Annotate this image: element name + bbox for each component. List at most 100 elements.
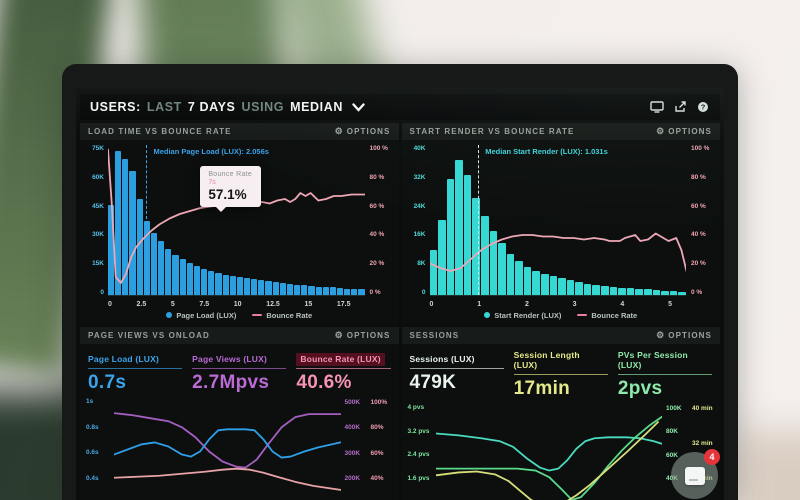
x-axis: 0 2.5 5 7.5 10 12.5 15 17.5	[108, 297, 365, 308]
y-axis-right: 100 % 80 % 60 % 40 % 20 % 0 %	[365, 145, 395, 296]
median-annotation: Median Start Render (LUX): 1.031s	[485, 147, 608, 156]
y-axis-right-pageviews: 500K 400K 300K 200K	[341, 399, 367, 500]
tick-label: 0	[421, 288, 426, 296]
bar	[258, 280, 265, 295]
bar	[609, 286, 618, 295]
bar	[172, 255, 179, 295]
bar	[243, 278, 251, 295]
tick-label: 80 %	[369, 173, 385, 181]
plot-area[interactable]: Median Page Load (LUX): 2.056s Bounce Ra…	[108, 145, 365, 296]
options-button[interactable]: ⚙ OPTIONS	[334, 330, 391, 341]
metric-row: Sessions (LUX) 479K Session Length (LUX)…	[402, 344, 721, 403]
chevron-down-icon	[352, 102, 365, 112]
tick-label: 8K	[417, 260, 426, 268]
options-button[interactable]: ⚙ OPTIONS	[656, 330, 712, 341]
trend-lines	[114, 399, 341, 500]
bar	[208, 271, 215, 295]
metric-row: Page Load (LUX) 0.7s Page Views (LUX) 2.…	[80, 344, 399, 397]
y-axis-right-bounce: 100% 80% 60% 40%	[367, 399, 393, 500]
bar	[251, 279, 258, 295]
legend-bounce-rate[interactable]: Bounce Rate	[577, 311, 637, 320]
bar	[515, 261, 523, 295]
timeframe-dropdown[interactable]: USERS: LAST 7 DAYS USING MEDIAN	[90, 100, 365, 114]
median-marker: Median Start Render (LUX): 1.031s	[478, 145, 608, 295]
bar	[661, 290, 669, 295]
panel-header: START RENDER VS BOUNCE RATE ⚙ OPTIONS	[401, 123, 720, 140]
bar	[265, 281, 272, 295]
help-icon[interactable]: ?	[696, 101, 710, 113]
dashboard-header: USERS: LAST 7 DAYS USING MEDIAN	[80, 94, 720, 120]
plot-area[interactable]	[436, 405, 663, 500]
tick-label: 4	[620, 301, 625, 308]
plot-area[interactable]	[114, 399, 341, 500]
median-annotation: Median Page Load (LUX): 2.056s	[153, 147, 269, 156]
histogram-bars	[429, 145, 687, 295]
bar	[549, 276, 558, 295]
gear-icon: ⚙	[656, 330, 666, 340]
tick-label: 0.6s	[86, 449, 99, 456]
x-axis: 0 1 2 3 4 5	[430, 297, 687, 308]
tick-label: 16K	[413, 231, 426, 239]
tick-label: 12.5	[266, 301, 280, 308]
bar	[136, 199, 143, 295]
tick-label: 80%	[370, 424, 384, 432]
bar	[215, 273, 222, 295]
panel-page-views-vs-onload: PAGE VIEWS VS ONLOAD ⚙ OPTIONS Page Load …	[80, 327, 399, 500]
bar	[358, 289, 365, 295]
tick-label: 0 %	[369, 288, 381, 296]
metric-value: 40.6%	[296, 372, 352, 393]
bar	[489, 231, 498, 295]
metric-value: 2pvs	[617, 378, 663, 399]
tick-label: 4 pvs	[407, 404, 425, 411]
tick-label: 60 %	[369, 202, 385, 210]
display-icon[interactable]	[650, 101, 664, 113]
legend-start-render[interactable]: Start Render (LUX)	[484, 311, 561, 320]
bar	[438, 220, 446, 295]
bar	[193, 266, 201, 295]
plot-area[interactable]: Median Start Render (LUX): 1.031s	[429, 145, 687, 296]
bar	[179, 259, 186, 295]
bar	[506, 253, 515, 295]
bar	[558, 278, 566, 295]
share-icon[interactable]	[673, 101, 687, 113]
legend-dot-icon	[166, 312, 173, 318]
tick-label: 60 %	[691, 202, 706, 210]
metric-label: Sessions (LUX)	[409, 354, 475, 364]
panel-title: START RENDER VS BOUNCE RATE	[409, 127, 575, 136]
hover-tooltip: Bounce Rate 7s 57.1%	[200, 166, 262, 212]
bar	[601, 285, 609, 295]
metric-label: Session Length (LUX)	[513, 350, 580, 370]
bar	[329, 287, 336, 295]
legend-line-icon	[577, 314, 588, 316]
tick-label: 60%	[370, 449, 384, 457]
y-axis-left: 75K 60K 45K 30K 15K 0	[84, 145, 108, 296]
metric-session-length: Session Length (LUX) 17min	[513, 349, 608, 400]
bar	[498, 242, 506, 295]
metric-label: PVs Per Session (LUX)	[617, 350, 688, 370]
bar	[541, 274, 549, 295]
header-range-label: 7 DAYS	[187, 100, 236, 114]
tick-label: 2.5	[136, 301, 147, 308]
panel-header: LOAD TIME VS BOUNCE RATE ⚙ OPTIONS	[80, 123, 399, 140]
legend-page-load[interactable]: Page Load (LUX)	[166, 311, 236, 320]
metric-sessions: Sessions (LUX) 479K	[409, 349, 504, 400]
chat-launcher-button[interactable]: 4	[671, 449, 720, 499]
median-marker: Median Page Load (LUX): 2.056s	[146, 145, 269, 295]
tick-label: 40 min	[692, 405, 713, 412]
options-button[interactable]: ⚙ OPTIONS	[656, 126, 712, 137]
panel-header: SESSIONS ⚙ OPTIONS	[401, 327, 720, 344]
bar	[566, 280, 575, 295]
bar	[351, 289, 358, 295]
dashboard-screen: USERS: LAST 7 DAYS USING MEDIAN	[76, 88, 724, 500]
tick-label: 0	[429, 301, 434, 308]
bar	[236, 277, 243, 295]
tick-label: 100K	[666, 405, 682, 412]
legend-bounce-rate[interactable]: Bounce Rate	[252, 311, 312, 320]
tick-label: 24K	[413, 202, 426, 210]
options-button[interactable]: ⚙ OPTIONS	[334, 126, 391, 137]
gear-icon: ⚙	[656, 126, 666, 136]
bar	[294, 285, 301, 295]
bar	[279, 283, 286, 295]
tick-label: 1s	[86, 398, 94, 405]
